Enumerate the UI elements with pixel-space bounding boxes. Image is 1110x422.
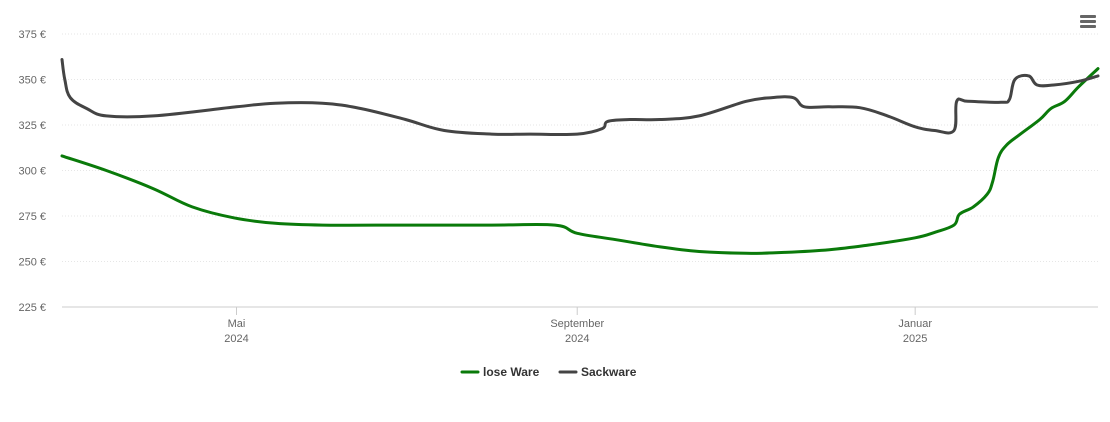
gridlines (62, 33, 1098, 262)
y-tick-label: 350 € (18, 75, 46, 87)
x-tick-label-month: September (550, 318, 604, 330)
x-axis-ticks: Mai 2024 September 2024 Januar 2025 (224, 307, 932, 345)
y-axis-labels: 225 € 250 € 275 € 300 € 325 € 350 € 375 € (18, 29, 46, 314)
y-tick-label: 275 € (18, 211, 46, 223)
x-tick-label-year: 2024 (565, 333, 589, 345)
x-tick-label-month: Mai (228, 318, 246, 330)
x-tick-label-month: Januar (898, 318, 932, 330)
chart-menu-button[interactable] (1074, 10, 1102, 34)
x-tick-label-year: 2024 (224, 333, 248, 345)
hamburger-menu-icon (1080, 15, 1096, 28)
y-tick-label: 375 € (18, 29, 46, 41)
x-tick-label-year: 2025 (903, 333, 927, 345)
y-tick-label: 225 € (18, 302, 46, 314)
y-tick-label: 250 € (18, 257, 46, 269)
series-line-lose-ware (60, 67, 1100, 255)
y-tick-label: 300 € (18, 166, 46, 178)
legend-label: Sackware (581, 365, 637, 379)
series-line-sackware (60, 58, 1100, 137)
series-lines (60, 58, 1100, 255)
legend-item-lose-ware: lose Ware (460, 365, 540, 379)
legend: lose Ware Sackware (460, 365, 637, 379)
legend-item-sackware: Sackware (558, 365, 637, 379)
y-tick-label: 325 € (18, 120, 46, 132)
legend-label: lose Ware (483, 365, 540, 379)
